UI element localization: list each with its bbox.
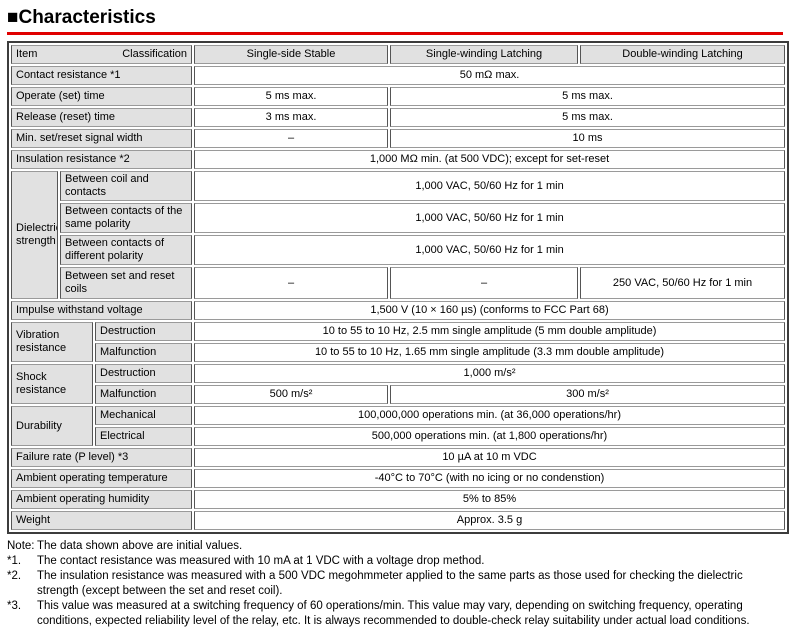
section-square-icon: ■ (7, 7, 19, 28)
table-row: Between contacts of different polarity 1… (11, 235, 786, 265)
value-operate-time-sss: 5 ms max. (194, 87, 389, 106)
value-vibration-destruction: 10 to 55 to 10 Hz, 2.5 mm single amplitu… (194, 322, 786, 341)
row-label-durability-electrical: Electrical (95, 427, 193, 446)
group-label-vibration-resistance: Vibration resistance (11, 322, 93, 362)
group-label-dielectric-strength: Dielectric strength (11, 171, 58, 299)
row-label-shock-malfunction: Malfunction (95, 385, 193, 404)
value-operate-time-latching: 5 ms max. (390, 87, 786, 106)
row-label-operate-time: Operate (set) time (11, 87, 193, 106)
table-row: Contact resistance *1 50 mΩ max. (11, 66, 786, 85)
row-label-weight: Weight (11, 511, 193, 530)
header-double-winding-latching: Double-winding Latching (580, 45, 786, 64)
value-vibration-malfunction: 10 to 55 to 10 Hz, 1.65 mm single amplit… (194, 343, 786, 362)
table-row: Weight Approx. 3.5 g (11, 511, 786, 530)
note-initial-values: Note: The data shown above are initial v… (7, 539, 783, 554)
value-durability-electrical: 500,000 operations min. (at 1,800 operat… (194, 427, 786, 446)
value-ambient-temperature: -40°C to 70°C (with no icing or no conde… (194, 469, 786, 488)
group-label-shock-resistance: Shock resistance (11, 364, 93, 404)
footnotes: Note: The data shown above are initial v… (7, 539, 783, 629)
note-marker: Note: (7, 540, 35, 552)
row-label-different-polarity: Between contacts of different polarity (60, 235, 193, 265)
footnote-2-marker: *2. (7, 570, 22, 582)
header-single-winding-latching: Single-winding Latching (390, 45, 579, 64)
value-release-time-latching: 5 ms max. (390, 108, 786, 127)
table-row: Ambient operating temperature -40°C to 7… (11, 469, 786, 488)
row-label-durability-mechanical: Mechanical (95, 406, 193, 425)
note-text: The data shown above are initial values. (37, 540, 243, 552)
row-label-ambient-temperature: Ambient operating temperature (11, 469, 193, 488)
footnote-2-text: The insulation resistance was measured w… (37, 570, 743, 597)
group-label-durability: Durability (11, 406, 93, 446)
value-min-signal-width-latching: 10 ms (390, 129, 786, 148)
row-label-min-signal-width: Min. set/reset signal width (11, 129, 193, 148)
table-row: Malfunction 500 m/s² 300 m/s² (11, 385, 786, 404)
table-row: Between set and reset coils – – 250 VAC,… (11, 267, 786, 299)
characteristics-table: Item Classification Single-side Stable S… (7, 41, 790, 534)
page-title: ■Characteristics (7, 7, 156, 29)
value-impulse-voltage: 1,500 V (10 × 160 µs) (conforms to FCC P… (194, 301, 786, 320)
table-row: Min. set/reset signal width – 10 ms (11, 129, 786, 148)
table-row: Release (reset) time 3 ms max. 5 ms max. (11, 108, 786, 127)
row-label-impulse-voltage: Impulse withstand voltage (11, 301, 193, 320)
header-classification-label: Classification (122, 48, 188, 60)
value-shock-malfunction-sss: 500 m/s² (194, 385, 389, 404)
row-label-vibration-malfunction: Malfunction (95, 343, 193, 362)
value-weight: Approx. 3.5 g (194, 511, 786, 530)
table-row: Between contacts of the same polarity 1,… (11, 203, 786, 233)
value-set-reset-coils-swl: – (390, 267, 579, 299)
header-item-label: Item (16, 48, 38, 60)
value-durability-mechanical: 100,000,000 operations min. (at 36,000 o… (194, 406, 786, 425)
table-row: Electrical 500,000 operations min. (at 1… (11, 427, 786, 446)
value-shock-malfunction-latching: 300 m/s² (390, 385, 786, 404)
table-row: Shock resistance Destruction 1,000 m/s² (11, 364, 786, 404)
row-label-release-time: Release (reset) time (11, 108, 193, 127)
header-item-classification-cell: Item Classification (11, 45, 193, 64)
table-row: Operate (set) time 5 ms max. 5 ms max. (11, 87, 786, 106)
row-label-shock-destruction: Destruction (95, 364, 193, 383)
value-insulation-resistance: 1,000 MΩ min. (at 500 VDC); except for s… (194, 150, 786, 169)
row-label-insulation-resistance: Insulation resistance *2 (11, 150, 193, 169)
row-label-ambient-humidity: Ambient operating humidity (11, 490, 193, 509)
footnote-3: *3. This value was measured at a switchi… (7, 599, 783, 629)
row-label-between-coil-contacts: Between coil and contacts (60, 171, 193, 201)
value-min-signal-width-sss: – (194, 129, 389, 148)
row-label-vibration-destruction: Destruction (95, 322, 193, 341)
value-ambient-humidity: 5% to 85% (194, 490, 786, 509)
footnote-3-text: This value was measured at a switching f… (37, 600, 750, 627)
table-row: Impulse withstand voltage 1,500 V (10 × … (11, 301, 786, 320)
value-between-coil-contacts: 1,000 VAC, 50/60 Hz for 1 min (194, 171, 786, 201)
table-header-row: Item Classification Single-side Stable S… (11, 45, 786, 64)
title-underline-rule (7, 32, 783, 35)
header-single-side-stable: Single-side Stable (194, 45, 389, 64)
table-row: Vibration resistance Destruction 10 to 5… (11, 322, 786, 362)
value-different-polarity: 1,000 VAC, 50/60 Hz for 1 min (194, 235, 786, 265)
value-shock-destruction: 1,000 m/s² (194, 364, 786, 383)
footnote-3-marker: *3. (7, 600, 22, 612)
value-same-polarity: 1,000 VAC, 50/60 Hz for 1 min (194, 203, 786, 233)
value-failure-rate: 10 µA at 10 m VDC (194, 448, 786, 467)
value-contact-resistance: 50 mΩ max. (194, 66, 786, 85)
section-heading: ■Characteristics (7, 7, 783, 29)
row-label-failure-rate: Failure rate (P level) *3 (11, 448, 193, 467)
table-row: Dielectric strength Between coil and con… (11, 171, 786, 299)
table-row: Failure rate (P level) *3 10 µA at 10 m … (11, 448, 786, 467)
row-label-same-polarity: Between contacts of the same polarity (60, 203, 193, 233)
row-label-set-reset-coils: Between set and reset coils (60, 267, 193, 299)
value-release-time-sss: 3 ms max. (194, 108, 389, 127)
footnote-2: *2. The insulation resistance was measur… (7, 569, 783, 599)
row-label-contact-resistance: Contact resistance *1 (11, 66, 193, 85)
table-row: Durability Mechanical 100,000,000 operat… (11, 406, 786, 446)
table-row: Ambient operating humidity 5% to 85% (11, 490, 786, 509)
value-set-reset-coils-dwl: 250 VAC, 50/60 Hz for 1 min (580, 267, 786, 299)
page-title-text: Characteristics (18, 7, 156, 28)
table-row: Malfunction 10 to 55 to 10 Hz, 1.65 mm s… (11, 343, 786, 362)
table-row: Insulation resistance *2 1,000 MΩ min. (… (11, 150, 786, 169)
value-set-reset-coils-sss: – (194, 267, 389, 299)
